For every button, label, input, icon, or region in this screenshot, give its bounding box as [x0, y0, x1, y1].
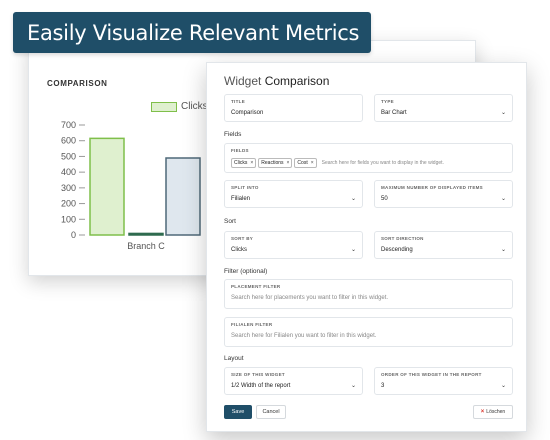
chip-label: Clicks [234, 160, 248, 166]
split-into-label: SPLIT INTO [231, 185, 259, 190]
max-items-select[interactable]: MAXIMUM NUMBER OF DISPLAYED ITEMS 50 ⌄ [374, 180, 513, 208]
widget-order-value: 3 [381, 383, 385, 389]
y-tick-label: 0 [71, 230, 76, 240]
title-field-label: TITLE [231, 99, 245, 104]
widget-edit-modal: Widget Comparison TITLE Comparison TYPE … [206, 62, 527, 432]
delete-button-label: Löschen [486, 409, 506, 415]
chevron-down-icon: ⌄ [350, 196, 356, 202]
y-tick-label: 300 [61, 183, 76, 193]
close-icon[interactable]: × [310, 160, 314, 166]
field-chip-cost: Cost × [294, 158, 317, 168]
legend-swatch [151, 101, 177, 112]
fields-multiselect[interactable]: FIELDS Clicks × Reactions × Cost × Search h… [224, 143, 513, 173]
max-items-label: MAXIMUM NUMBER OF DISPLAYED ITEMS [381, 185, 483, 190]
filialen-filter[interactable]: FILIALEN FILTER Search here for Filialen… [224, 317, 513, 347]
fields-label: FIELDS [231, 148, 249, 153]
placement-filter[interactable]: PLACEMENT FILTER Search here for placeme… [224, 279, 513, 309]
bar-chart: 0 100 200 300 400 500 600 700 Branch C [61, 120, 201, 251]
chip-label: Reactions [261, 160, 284, 166]
chip-label: Cost [297, 160, 308, 166]
sort-by-label: SORT BY [231, 236, 254, 241]
split-into-value: Filialen [231, 196, 251, 202]
type-select[interactable]: TYPE Bar Chart ⌄ [374, 94, 513, 122]
chevron-down-icon: ⌄ [500, 110, 506, 116]
field-chip-reactions: Reactions × [258, 158, 293, 168]
y-tick-label: 600 [61, 136, 76, 146]
filter-section-heading: Filter (optional) [224, 268, 268, 275]
chevron-down-icon: ⌄ [350, 383, 356, 389]
widget-size-value: 1/2 Width of the report [231, 383, 291, 389]
widget-size-select[interactable]: SIZE OF THIS WIDGET 1/2 Width of the rep… [224, 367, 363, 395]
sort-direction-select[interactable]: SORT DIRECTION Descending ⌄ [374, 231, 513, 259]
modal-title-prefix: Widget [224, 74, 262, 88]
fields-section-heading: Fields [224, 131, 242, 138]
split-into-select[interactable]: SPLIT INTO Filialen ⌄ [224, 180, 363, 208]
sort-by-select[interactable]: SORT BY Clicks ⌄ [224, 231, 363, 259]
chevron-down-icon: ⌄ [500, 247, 506, 253]
type-select-value: Bar Chart [381, 110, 407, 116]
fields-search-input[interactable]: Search here for fields you want to displ… [321, 160, 444, 166]
chevron-down-icon: ⌄ [500, 196, 506, 202]
chevron-down-icon: ⌄ [500, 383, 506, 389]
close-icon[interactable]: × [286, 160, 290, 166]
bar [89, 137, 125, 236]
widget-order-label: ORDER OF THIS WIDGET IN THE REPORT [381, 372, 482, 377]
chevron-down-icon: ⌄ [350, 247, 356, 253]
chart-legend: Clicks: [151, 101, 210, 112]
layout-section-heading: Layout [224, 355, 244, 362]
filialen-filter-input[interactable]: Search here for Filialen you want to fil… [231, 333, 377, 339]
save-button[interactable]: Save [224, 405, 252, 419]
sort-direction-label: SORT DIRECTION [381, 236, 424, 241]
bar [128, 232, 164, 236]
sort-section-heading: Sort [224, 218, 236, 225]
placement-filter-label: PLACEMENT FILTER [231, 284, 281, 289]
headline-text: Easily Visualize Relevant Metrics [27, 20, 360, 45]
fields-chips: Clicks × Reactions × Cost × Search here for… [231, 158, 444, 168]
x-category-label: Branch C [127, 241, 165, 251]
widget-order-select[interactable]: ORDER OF THIS WIDGET IN THE REPORT 3 ⌄ [374, 367, 513, 395]
y-tick-label: 100 [61, 214, 76, 224]
field-chip-clicks: Clicks × [231, 158, 257, 168]
headline-banner: Easily Visualize Relevant Metrics [13, 12, 371, 53]
close-icon: × [480, 409, 485, 415]
bar [165, 157, 201, 236]
modal-title: Widget Comparison [224, 74, 329, 88]
y-tick-label: 700 [61, 120, 76, 130]
sort-by-value: Clicks [231, 247, 247, 253]
sort-direction-value: Descending [381, 247, 413, 253]
modal-title-name: Comparison [264, 74, 330, 88]
max-items-value: 50 [381, 196, 388, 202]
widget-card-title: COMPARISON [47, 79, 108, 88]
delete-button[interactable]: × Löschen [473, 405, 513, 419]
placement-filter-input[interactable]: Search here for placements you want to f… [231, 295, 389, 301]
cancel-button[interactable]: Cancel [256, 405, 286, 419]
legend-label: Clicks: [181, 101, 211, 112]
close-icon[interactable]: × [250, 160, 254, 166]
y-tick-label: 400 [61, 167, 76, 177]
title-field-value: Comparison [231, 110, 264, 116]
type-select-label: TYPE [381, 99, 394, 104]
y-tick-label: 200 [61, 199, 76, 209]
title-field[interactable]: TITLE Comparison [224, 94, 363, 122]
filialen-filter-label: FILIALEN FILTER [231, 322, 273, 327]
y-tick-label: 500 [61, 151, 76, 161]
widget-size-label: SIZE OF THIS WIDGET [231, 372, 285, 377]
